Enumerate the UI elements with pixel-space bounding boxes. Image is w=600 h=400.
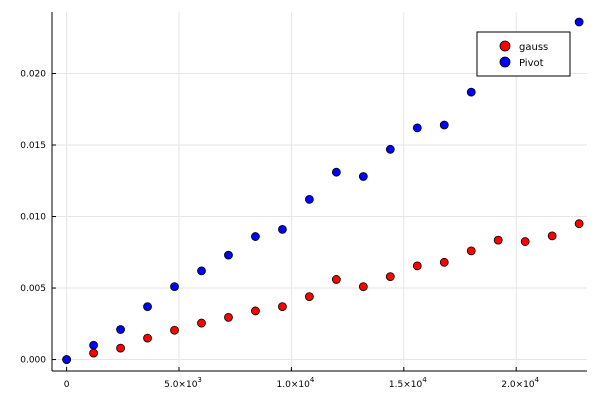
x-tick-label: 5.0×103 [164, 376, 202, 390]
data-point-pivot [385, 144, 395, 154]
x-tick-exponent: 4 [535, 376, 540, 384]
data-point-pivot [143, 302, 152, 312]
data-point-gauss [412, 261, 422, 271]
data-point-pivot [574, 17, 584, 27]
x-tick-exponent: 3 [197, 376, 201, 384]
y-tick-label: 0.005 [20, 284, 46, 294]
data-points [62, 17, 584, 364]
y-tick-label: 0.000 [20, 356, 46, 366]
legend-label-pivot: Pivot [519, 58, 544, 69]
data-point-pivot [358, 172, 368, 181]
data-point-pivot [197, 266, 206, 276]
x-tick-exponent: 4 [310, 376, 315, 384]
data-point-pivot [224, 250, 233, 260]
legend-label-gauss: gauss [519, 42, 548, 53]
data-point-pivot [170, 282, 179, 292]
data-point-pivot [439, 120, 449, 130]
data-point-gauss [358, 282, 368, 292]
y-tick-label: 0.020 [20, 70, 46, 80]
data-point-gauss [574, 219, 584, 229]
data-point-gauss [304, 292, 314, 302]
data-point-gauss [170, 325, 179, 335]
x-tick-label: 2.0×104 [501, 376, 539, 390]
data-point-gauss [520, 237, 530, 246]
y-tick-label: 0.015 [20, 141, 46, 151]
data-point-gauss [197, 318, 206, 328]
data-point-gauss [116, 343, 125, 353]
data-point-gauss [385, 272, 395, 282]
data-point-gauss [331, 275, 341, 284]
data-point-pivot [331, 167, 341, 177]
x-tick-label: 0 [64, 380, 70, 390]
data-point-gauss [89, 348, 98, 358]
data-point-pivot [89, 340, 98, 350]
data-point-gauss [224, 312, 233, 322]
data-point-pivot [62, 355, 72, 364]
legend: gauss Pivot [476, 31, 571, 77]
data-point-gauss [143, 333, 152, 343]
tick-labels: 0 5.0×103 1.0×104 1.5×104 2.0×1040.0000.0050… [20, 70, 539, 390]
data-point-gauss [251, 306, 260, 316]
x-tick-label: 1.5×104 [389, 376, 427, 390]
x-tick-base: 1.0×10 [277, 380, 311, 390]
data-point-pivot [278, 225, 287, 234]
data-point-pivot [251, 232, 260, 241]
data-point-gauss [439, 257, 449, 267]
y-tick-label: 0.010 [20, 213, 46, 223]
x-tick-base: 1.5×10 [389, 380, 423, 390]
x-tick-exponent: 4 [422, 376, 427, 384]
data-point-gauss [278, 302, 287, 312]
data-point-pivot [466, 87, 476, 97]
x-tick-label: 1.0×104 [277, 376, 315, 390]
data-point-gauss [493, 235, 503, 245]
x-tick-base: 5.0×10 [164, 380, 198, 390]
legend-marker-gauss [499, 40, 511, 52]
legend-box [476, 31, 571, 77]
data-point-gauss [466, 246, 476, 256]
x-tick-base: 0 [64, 380, 70, 390]
data-point-pivot [304, 194, 314, 204]
data-point-pivot [116, 325, 125, 334]
series-pivot [62, 17, 584, 364]
axes [51, 12, 587, 372]
data-point-gauss [547, 231, 557, 241]
legend-marker-pivot [499, 56, 511, 68]
x-tick-base: 2.0×10 [501, 380, 535, 390]
data-point-pivot [412, 123, 422, 133]
